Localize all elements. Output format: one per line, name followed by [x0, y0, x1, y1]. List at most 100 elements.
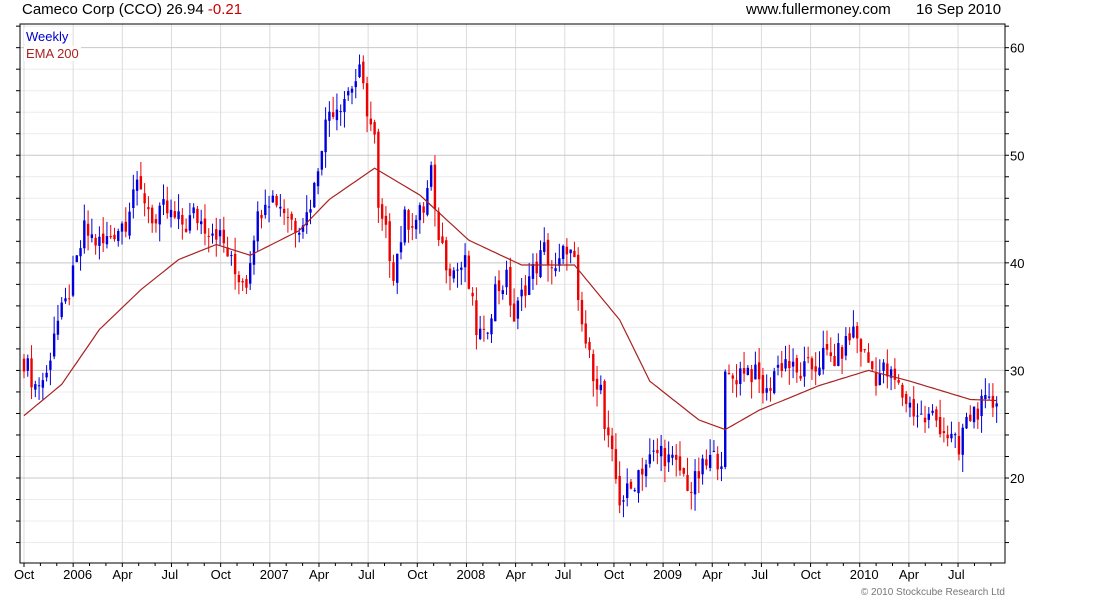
candle-body	[976, 408, 980, 420]
candle-body	[637, 470, 640, 494]
candle-body	[162, 199, 165, 205]
candle-body	[37, 385, 41, 387]
candle-body	[369, 118, 373, 125]
candle-body	[407, 210, 410, 230]
candle-body	[667, 454, 670, 463]
candle-body	[878, 373, 881, 385]
candle-body	[618, 475, 621, 506]
x-tick-label: 2008	[456, 567, 485, 582]
candle-body	[871, 361, 874, 370]
candle-body	[569, 249, 572, 254]
candle-body	[916, 415, 919, 417]
candle-body	[158, 205, 161, 225]
candle-body	[475, 300, 478, 336]
candle-body	[810, 358, 814, 370]
candle-body	[512, 303, 516, 322]
candle-body	[392, 262, 395, 281]
chart-date: 16 Sep 2010	[916, 1, 1002, 18]
candle-body	[60, 302, 63, 318]
candle-body	[931, 410, 934, 413]
candle-body	[339, 111, 342, 113]
candle-body	[652, 450, 655, 452]
candle-body	[622, 500, 625, 502]
candle-body	[177, 211, 180, 220]
candle-body	[309, 209, 312, 213]
candle-body	[806, 357, 810, 359]
candle-body	[328, 111, 331, 121]
candle-body	[98, 236, 101, 246]
chart-title: Cameco Corp (CCO) 26.94 -0.21	[22, 1, 242, 18]
candle-body	[814, 366, 817, 372]
copyright: © 2010 Stockcube Research Ltd	[860, 587, 1005, 598]
candle-body	[844, 335, 848, 356]
candle-body	[784, 359, 787, 369]
candle-body	[535, 261, 538, 274]
candle-body	[550, 267, 553, 269]
candle-body	[90, 234, 94, 239]
candle-body	[478, 328, 482, 340]
candle-body	[957, 435, 961, 455]
candle-body	[456, 269, 459, 271]
candle-body	[275, 195, 278, 206]
candle-body	[279, 206, 282, 209]
candle-body	[267, 206, 271, 208]
candle-body	[181, 214, 184, 225]
site-link[interactable]: www.fullermoney.com	[746, 1, 891, 18]
candle-body	[147, 207, 150, 210]
candle-body	[192, 207, 195, 214]
candle-body	[603, 381, 606, 430]
candle-body	[396, 253, 399, 283]
candle-body	[927, 413, 930, 420]
candle-body	[501, 290, 504, 295]
candle-body	[358, 64, 361, 78]
candle-body	[592, 354, 595, 382]
candle-body	[94, 237, 97, 246]
candle-body	[561, 245, 565, 259]
candle-body	[184, 228, 188, 232]
candle-body	[403, 209, 406, 243]
legend-ema: EMA 200	[24, 46, 81, 61]
candle-body	[75, 255, 78, 263]
candle-body	[505, 269, 508, 288]
candle-body	[230, 255, 233, 257]
candle-body	[923, 417, 927, 423]
candle-body	[946, 434, 949, 439]
candle-body	[822, 347, 825, 370]
candle-body	[818, 367, 821, 375]
candle-body	[663, 448, 667, 467]
x-tick-label: Oct	[604, 567, 625, 582]
candle-body	[120, 223, 124, 232]
y-tick-label: 20	[1010, 471, 1024, 486]
candle-body	[169, 209, 173, 218]
candle-body	[863, 349, 866, 351]
candle-body	[128, 211, 131, 236]
candle-body	[867, 352, 870, 363]
candle-body	[373, 122, 376, 135]
candle-body	[833, 356, 836, 367]
candle-body	[546, 239, 550, 266]
candle-body	[938, 416, 942, 435]
candle-body	[414, 219, 418, 230]
candle-body	[859, 339, 863, 352]
x-tick-label: Oct	[14, 567, 35, 582]
candle-body	[252, 240, 256, 265]
candle-body	[124, 221, 127, 232]
candle-body	[86, 223, 90, 236]
candle-body	[724, 371, 727, 468]
candle-body	[675, 454, 678, 460]
candle-body	[599, 384, 603, 391]
candle-body	[173, 211, 176, 218]
candle-body	[245, 279, 248, 288]
candle-body	[776, 364, 780, 368]
x-tick-label: Jul	[751, 567, 768, 582]
candle-body	[912, 399, 915, 417]
candle-body	[132, 189, 135, 209]
candle-body	[701, 458, 704, 475]
candle-body	[271, 195, 275, 203]
candle-body	[335, 109, 339, 121]
candle-body	[139, 176, 143, 190]
candle-body	[509, 266, 512, 306]
candle-body	[641, 468, 644, 475]
candle-body	[437, 211, 440, 240]
